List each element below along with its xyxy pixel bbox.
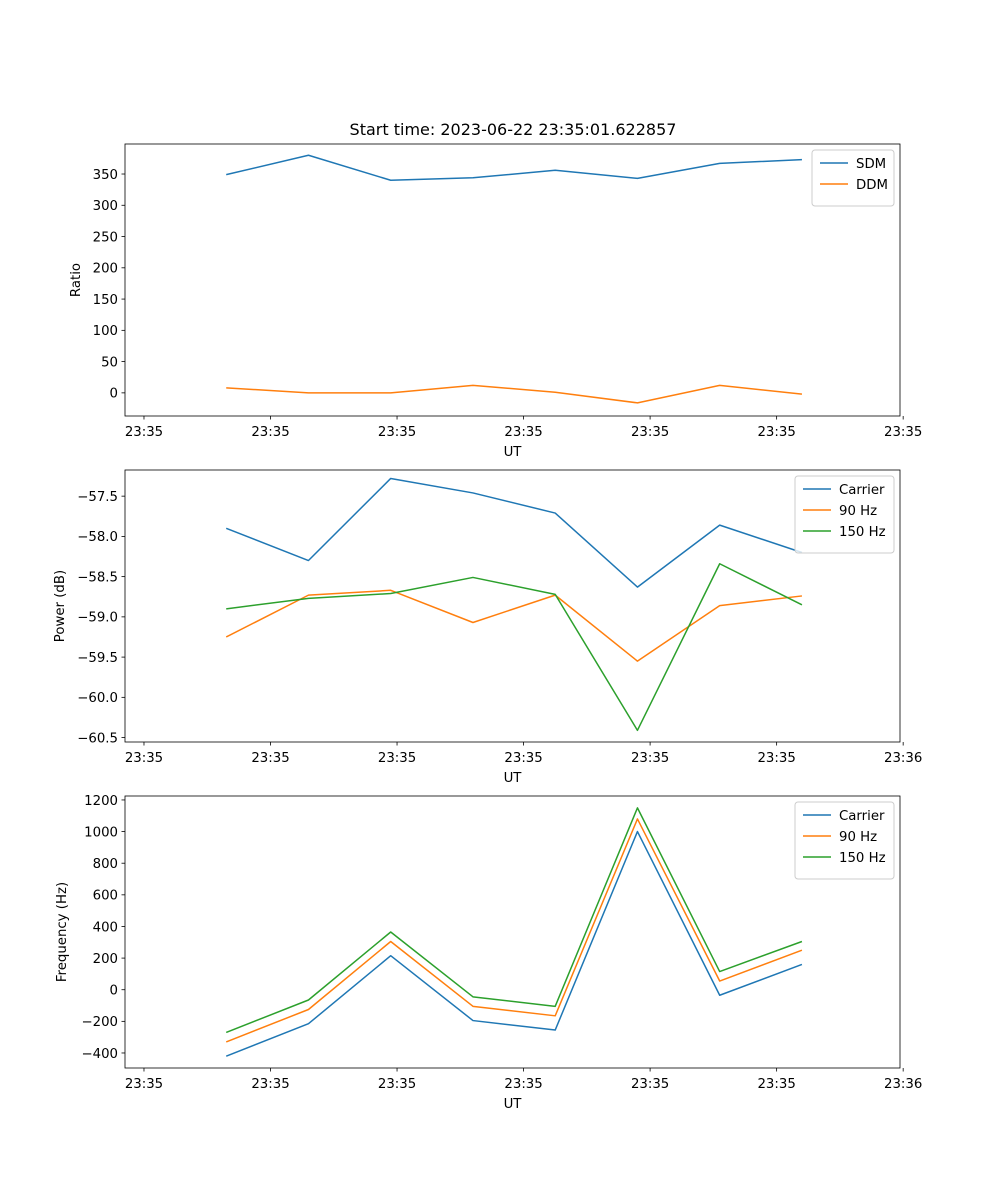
x-tick-label: 23:35 — [251, 425, 289, 440]
y-tick-label: −60.0 — [77, 691, 118, 706]
x-tick-label: 23:35 — [757, 751, 795, 766]
y-axis-label: Frequency (Hz) — [55, 882, 70, 982]
x-tick-label: 23:36 — [884, 751, 922, 766]
y-tick-label: 1000 — [84, 825, 118, 840]
x-tick-label: 23:35 — [125, 751, 163, 766]
x-tick-label: 23:35 — [251, 1077, 289, 1092]
series-line-90-hz — [225, 818, 803, 1043]
series-line-carrier — [225, 477, 803, 588]
x-tick-label: 23:35 — [378, 425, 416, 440]
x-tick-label: 23:35 — [631, 425, 669, 440]
y-tick-label: −59.5 — [77, 651, 118, 666]
plot-frame — [124, 795, 901, 1069]
series-line-150-hz — [226, 563, 803, 732]
legend-label: Carrier — [839, 809, 885, 824]
x-axis-label: UT — [504, 445, 523, 460]
legend-label: Carrier — [839, 483, 885, 498]
legend-label: 90 Hz — [839, 504, 877, 519]
x-tick-label: 23:35 — [378, 751, 416, 766]
y-tick-label: 100 — [93, 324, 118, 339]
legend-label: 150 Hz — [839, 851, 886, 866]
x-axis-label: UT — [504, 771, 523, 786]
y-tick-label: 800 — [93, 857, 118, 872]
x-tick-label: 23:35 — [631, 1077, 669, 1092]
legend-label: 150 Hz — [839, 525, 886, 540]
y-tick-label: −58.0 — [77, 530, 118, 545]
y-tick-label: 300 — [93, 199, 118, 214]
chart-panel-1: 23:35 23:35 23:35 23:35 23:35 23:35 23:35 0 50 10… — [69, 143, 922, 460]
legend-box — [794, 475, 895, 554]
legend: SDM DDM — [811, 149, 895, 207]
series-line-150-hz — [225, 807, 803, 1034]
x-tick-label: 23:35 — [125, 1077, 163, 1092]
x-tick-label: 23:35 — [504, 1077, 542, 1092]
y-tick-label: 150 — [93, 293, 118, 308]
legend: Carrier 90 Hz 150 Hz — [794, 801, 895, 880]
y-tick-label: −200 — [81, 1015, 118, 1030]
y-tick-label: −400 — [81, 1047, 118, 1062]
figure-title: Start time: 2023-06-22 23:35:01.622857 — [350, 120, 677, 139]
y-tick-label: −58.5 — [77, 570, 118, 585]
y-tick-label: 0 — [110, 984, 118, 999]
y-tick-label: 600 — [93, 889, 118, 904]
y-axis-label: Power (dB) — [53, 570, 68, 642]
y-tick-label: 200 — [93, 262, 118, 277]
chart-panel-2: 23:35 23:35 23:35 23:35 23:35 23:35 23:36 −57.5… — [53, 469, 922, 786]
legend-box — [811, 149, 895, 207]
x-tick-label: 23:35 — [251, 751, 289, 766]
x-tick-label: 23:35 — [757, 425, 795, 440]
series-line-90-hz — [225, 589, 803, 662]
y-tick-label: 200 — [93, 952, 118, 967]
x-tick-label: 23:35 — [631, 751, 669, 766]
plot-frame — [124, 469, 901, 743]
x-axis-label: UT — [504, 1097, 523, 1112]
series-line-ddm — [226, 384, 803, 404]
series-line-carrier — [225, 830, 803, 1057]
y-tick-label: 50 — [101, 355, 118, 370]
y-tick-label: 0 — [110, 387, 118, 402]
x-tick-label: 23:35 — [378, 1077, 416, 1092]
y-tick-label: 350 — [93, 168, 118, 183]
y-tick-label: −57.5 — [77, 490, 118, 505]
y-axis-label: Ratio — [69, 263, 84, 297]
y-tick-label: −60.5 — [77, 731, 118, 746]
legend-label: 90 Hz — [839, 830, 877, 845]
plot-frame — [124, 143, 901, 417]
series-line-sdm — [226, 154, 802, 182]
y-tick-label: 400 — [93, 920, 118, 935]
x-tick-label: 23:35 — [757, 1077, 795, 1092]
x-tick-label: 23:35 — [884, 425, 922, 440]
legend-label: DDM — [856, 178, 888, 193]
x-tick-label: 23:35 — [125, 425, 163, 440]
chart-panels: 23:35 23:35 23:35 23:35 23:35 23:35 23:35 0 50 10… — [53, 143, 922, 1112]
legend-label: SDM — [856, 157, 886, 172]
x-tick-label: 23:35 — [504, 425, 542, 440]
y-tick-label: −59.0 — [77, 611, 118, 626]
legend-box — [794, 801, 895, 880]
y-tick-label: 1200 — [84, 794, 118, 809]
x-tick-label: 23:36 — [884, 1077, 922, 1092]
legend: Carrier 90 Hz 150 Hz — [794, 475, 895, 554]
y-tick-label: 250 — [93, 230, 118, 245]
chart-panel-3: 23:35 23:35 23:35 23:35 23:35 23:35 23:36 −400 −… — [55, 794, 922, 1112]
x-tick-label: 23:35 — [504, 751, 542, 766]
